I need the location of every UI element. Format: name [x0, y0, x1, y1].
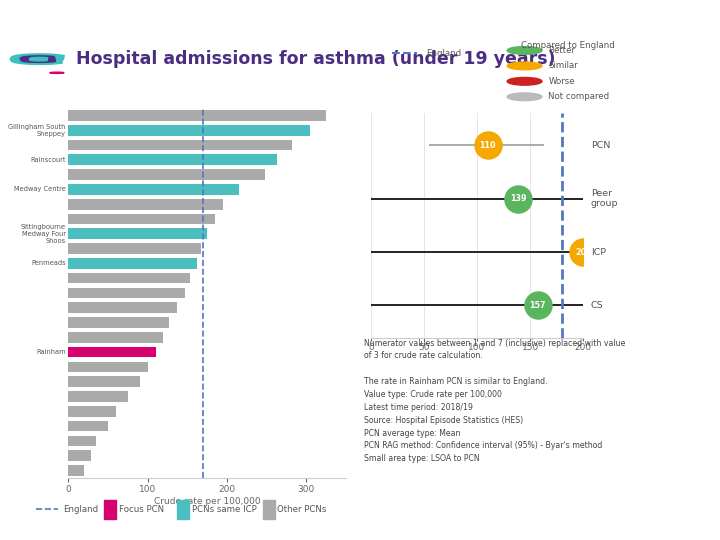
Text: 157: 157 — [529, 301, 546, 310]
Point — [532, 301, 544, 310]
Bar — [177, 500, 189, 518]
Bar — [68, 154, 276, 165]
Text: Better: Better — [549, 46, 575, 55]
Text: Worse: Worse — [549, 77, 575, 86]
Bar — [68, 258, 197, 269]
Circle shape — [507, 93, 542, 100]
Bar — [68, 391, 128, 402]
Text: ICP: ICP — [590, 248, 606, 256]
Text: Peer
group: Peer group — [590, 189, 618, 208]
Point — [482, 141, 493, 150]
Point — [577, 248, 589, 256]
Text: Focus PCN: Focus PCN — [119, 505, 164, 514]
Bar — [68, 110, 325, 121]
Bar — [68, 184, 238, 195]
Text: 110: 110 — [480, 141, 496, 150]
Bar — [68, 214, 215, 224]
Bar — [68, 376, 140, 387]
Circle shape — [507, 46, 542, 55]
Text: PCN: PCN — [590, 141, 610, 150]
Text: Not compared: Not compared — [549, 92, 609, 102]
Bar — [68, 169, 265, 180]
Bar — [68, 273, 189, 284]
Text: PCNs same ICP: PCNs same ICP — [192, 505, 256, 514]
Bar — [68, 288, 185, 298]
Text: Numerator values between 1 and 7 (inclusive) replaced with value
of 3 for crude : Numerator values between 1 and 7 (inclus… — [364, 339, 625, 463]
Bar — [263, 500, 274, 518]
Bar — [68, 243, 202, 254]
Bar — [68, 125, 310, 136]
Text: Other PCNs: Other PCNs — [277, 505, 327, 514]
Text: Similar: Similar — [549, 62, 578, 70]
Text: Compared to England: Compared to England — [521, 41, 615, 50]
Text: England: England — [63, 505, 98, 514]
Bar — [68, 347, 156, 357]
Bar — [68, 406, 116, 417]
Text: 34: 34 — [12, 9, 29, 22]
Text: England: England — [426, 49, 462, 58]
Text: Hospital admissions for asthma (under 19 years): Hospital admissions for asthma (under 19… — [76, 50, 555, 68]
Bar — [68, 421, 108, 431]
Bar — [68, 450, 91, 461]
Bar — [68, 140, 292, 150]
Text: CS: CS — [590, 301, 603, 310]
Bar — [68, 332, 163, 343]
Text: 200: 200 — [575, 248, 592, 256]
Bar — [68, 199, 223, 210]
Bar — [68, 302, 177, 313]
Text: 139: 139 — [510, 194, 526, 203]
Circle shape — [507, 62, 542, 70]
Point — [513, 194, 524, 203]
Bar — [68, 465, 84, 476]
Bar — [68, 317, 169, 328]
Bar — [104, 500, 116, 518]
Bar — [68, 436, 96, 446]
Circle shape — [50, 72, 64, 73]
Bar — [68, 362, 148, 372]
Bar — [68, 228, 207, 239]
Circle shape — [507, 77, 542, 85]
X-axis label: Crude rate per 100,000: Crude rate per 100,000 — [153, 497, 261, 505]
